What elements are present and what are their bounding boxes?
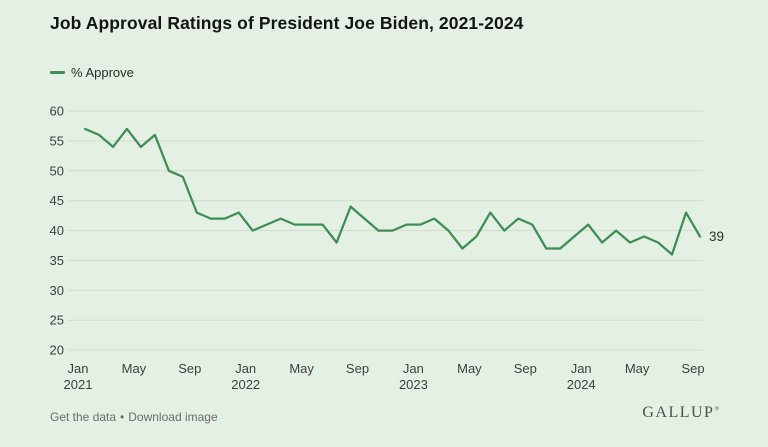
registered-trademark-mark: ® <box>714 406 719 413</box>
y-axis-tick-label: 30 <box>50 283 64 298</box>
footer-separator: • <box>120 410 125 424</box>
y-axis-tick-label: 60 <box>50 104 64 119</box>
x-axis-tick-label: May <box>625 361 650 376</box>
x-axis-tick-label: May <box>457 361 482 376</box>
chart-legend: % Approve <box>50 65 134 80</box>
legend-line-swatch <box>50 71 65 74</box>
x-axis-tick-label: Sep <box>681 361 704 376</box>
gallup-logo: GALLUP® <box>642 404 719 422</box>
x-axis-tick-label: May <box>122 361 147 376</box>
footer-links: Get the data • Download image <box>50 410 218 424</box>
y-axis-tick-label: 20 <box>50 343 64 358</box>
y-axis-tick-label: 35 <box>50 253 64 268</box>
x-axis-year-label: 2022 <box>231 377 260 392</box>
y-axis-tick-label: 50 <box>50 163 64 178</box>
x-axis-tick-label: May <box>289 361 314 376</box>
end-value-label: 39 <box>709 229 724 244</box>
gallup-wordmark: GALLUP <box>642 404 715 421</box>
legend-series-label: % Approve <box>71 65 134 80</box>
x-axis-tick-label: Jan <box>235 361 256 376</box>
x-axis-tick-label: Sep <box>346 361 369 376</box>
approval-trend-line <box>83 127 702 256</box>
x-axis-tick-label: Jan <box>571 361 592 376</box>
chart-title: Job Approval Ratings of President Joe Bi… <box>50 13 524 33</box>
x-axis-year-label: 2021 <box>64 377 93 392</box>
y-axis-tick-label: 55 <box>50 133 64 148</box>
x-axis-tick-label: Jan <box>403 361 424 376</box>
y-axis-tick-label: 25 <box>50 313 64 328</box>
x-axis-tick-label: Sep <box>178 361 201 376</box>
get-the-data-link[interactable]: Get the data <box>50 410 117 424</box>
x-axis-year-label: 2023 <box>399 377 428 392</box>
x-axis-tick-label: Jan <box>68 361 89 376</box>
y-axis-tick-label: 40 <box>50 223 64 238</box>
download-image-link[interactable]: Download image <box>128 410 218 424</box>
y-axis-tick-label: 45 <box>50 193 64 208</box>
x-axis-year-label: 2024 <box>567 377 596 392</box>
x-axis-tick-label: Sep <box>514 361 537 376</box>
